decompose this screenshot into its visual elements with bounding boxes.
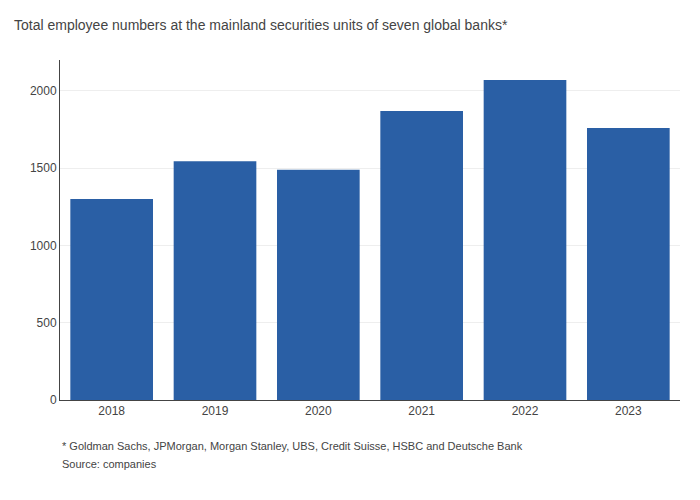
svg-text:2019: 2019 (202, 404, 229, 418)
svg-text:2022: 2022 (512, 404, 539, 418)
svg-text:* Goldman Sachs, JPMorgan, Mor: * Goldman Sachs, JPMorgan, Morgan Stanle… (62, 440, 523, 452)
svg-text:2000: 2000 (30, 84, 57, 98)
svg-text:2023: 2023 (615, 404, 642, 418)
svg-text:0: 0 (50, 393, 57, 407)
svg-text:2020: 2020 (305, 404, 332, 418)
svg-text:2021: 2021 (408, 404, 435, 418)
svg-text:1000: 1000 (30, 239, 57, 253)
svg-text:2018: 2018 (98, 404, 125, 418)
svg-text:1500: 1500 (30, 161, 57, 175)
svg-text:Source: companies: Source: companies (62, 458, 157, 470)
svg-text:500: 500 (37, 316, 57, 330)
svg-text:Total employee numbers at the: Total employee numbers at the mainland s… (14, 17, 508, 33)
